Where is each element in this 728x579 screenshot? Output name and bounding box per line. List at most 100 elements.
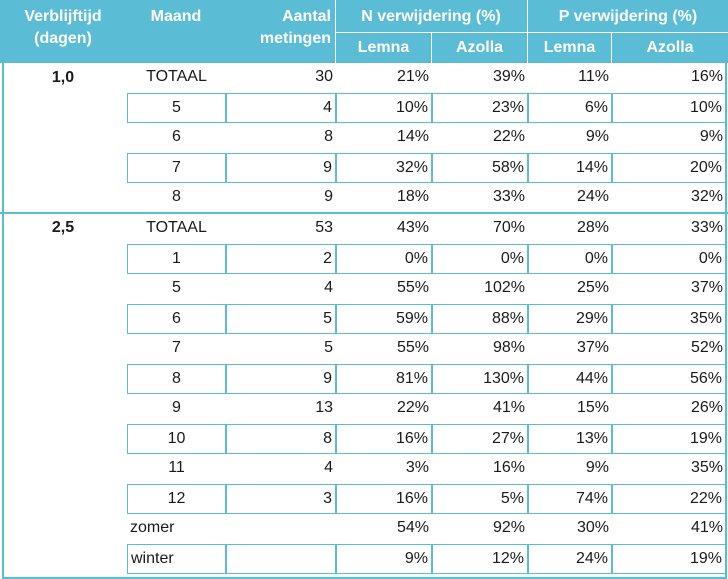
cell-maand: 6 <box>127 304 226 334</box>
cell-n-azolla: 33% <box>492 188 525 205</box>
cell-aantal: 5 <box>226 304 336 334</box>
table-row: 10 8 16% 27% 13% 19% <box>0 424 728 454</box>
cell-aantal: 13 <box>315 399 333 416</box>
cell-aantal: 8 <box>324 128 333 145</box>
cell-aantal: 9 <box>226 153 336 183</box>
table-row: 5 4 10% 23% 6% 10% <box>0 93 728 123</box>
verblijftijd-label: 2,5 <box>51 219 75 236</box>
cell-p-azolla: 56% <box>612 364 726 394</box>
header-divider <box>527 0 528 63</box>
cell-aantal: 5 <box>324 339 333 356</box>
cell-p-azolla: 19% <box>612 424 726 454</box>
table-row: 8 9 81% 130% 44% 56% <box>0 364 728 394</box>
cell-p-lemna: 15% <box>576 399 609 416</box>
cell-p-lemna: 0% <box>528 244 612 274</box>
cell-aantal: 4 <box>324 459 333 476</box>
header-subdivider <box>336 32 728 33</box>
cell-p-azolla: 20% <box>612 153 726 183</box>
group-divider <box>0 212 728 214</box>
table-row: 12 3 16% 5% 74% 22% <box>0 484 728 514</box>
cell-aantal: 4 <box>226 93 336 123</box>
cell-n-lemna: 81% <box>336 364 432 394</box>
cell-p-lemna: 14% <box>528 153 612 183</box>
cell-p-azolla: 22% <box>612 484 726 514</box>
table-row: 6 5 59% 88% 29% 35% <box>0 304 728 334</box>
cell-n-lemna: 0% <box>336 244 432 274</box>
header-aantal: Aantal metingen <box>259 8 331 47</box>
cell-aantal: 2 <box>226 244 336 274</box>
cell-n-lemna: 10% <box>336 93 432 123</box>
cell-p-lemna: 24% <box>576 188 609 205</box>
table-border-bottom <box>2 577 727 579</box>
cell-aantal: 53 <box>315 219 333 236</box>
cell-p-lemna: 29% <box>528 304 612 334</box>
cell-n-azolla: 12% <box>432 544 528 574</box>
cell-n-lemna: 21% <box>396 68 429 85</box>
cell-p-lemna: 9% <box>585 128 609 145</box>
header-verblijftijd: Verblijftijd (dagen) <box>24 8 102 47</box>
cell-n-azolla: 130% <box>432 364 528 394</box>
cell-n-lemna: 22% <box>396 399 429 416</box>
cell-p-lemna: 44% <box>528 364 612 394</box>
cell-aantal <box>226 514 336 544</box>
cell-p-azolla: 16% <box>690 68 723 85</box>
header-divider <box>335 0 336 63</box>
cell-n-azolla: 22% <box>492 128 525 145</box>
cell-p-lemna: 9% <box>585 459 609 476</box>
cell-n-lemna: 32% <box>336 153 432 183</box>
table-row: 8 9 18% 33% 24% 32% <box>0 183 728 213</box>
cell-n-lemna: 55% <box>396 339 429 356</box>
cell-n-azolla: 98% <box>492 339 525 356</box>
cell-n-azolla: 23% <box>432 93 528 123</box>
cell-n-lemna: 55% <box>396 279 429 296</box>
table-row: 11 4 3% 16% 9% 35% <box>0 454 728 484</box>
cell-n-azolla: 58% <box>432 153 528 183</box>
verblijftijd-label: 1,0 <box>51 69 75 86</box>
cell-aantal: 9 <box>324 188 333 205</box>
table-row: 7 5 55% 98% 37% 52% <box>0 334 728 364</box>
cell-aantal: 3 <box>226 484 336 514</box>
cell-n-lemna: 16% <box>336 484 432 514</box>
cell-n-lemna: 9% <box>336 544 432 574</box>
cell-n-lemna: 16% <box>336 424 432 454</box>
header-p-azolla: Azolla <box>646 39 694 56</box>
cell-n-azolla: 5% <box>432 484 528 514</box>
cell-maand: 9 <box>172 399 181 416</box>
cell-maand: 8 <box>127 364 226 394</box>
table-border-left <box>2 63 4 579</box>
cell-maand: zomer <box>130 519 175 536</box>
cell-p-lemna: 74% <box>528 484 612 514</box>
cell-p-azolla: 26% <box>690 399 723 416</box>
cell-p-azolla: 35% <box>612 304 726 334</box>
cell-p-lemna: 30% <box>576 519 609 536</box>
cell-n-lemna: 54% <box>396 519 429 536</box>
cell-n-lemna: 43% <box>396 219 429 236</box>
table-row: 6 8 14% 22% 9% 9% <box>0 123 728 153</box>
header-divider <box>431 32 432 63</box>
cell-aantal: 4 <box>324 279 333 296</box>
cell-n-azolla: 39% <box>492 68 525 85</box>
cell-p-azolla: 32% <box>690 188 723 205</box>
header-p-verwijdering: P verwijdering (%) <box>558 8 698 25</box>
cell-p-azolla: 52% <box>690 339 723 356</box>
cell-maand: TOTAAL <box>146 219 207 236</box>
table-row: TOTAAL 53 43% 70% 28% 33% <box>0 214 728 244</box>
cell-p-lemna: 6% <box>528 93 612 123</box>
cell-aantal <box>226 544 336 574</box>
cell-n-azolla: 41% <box>492 399 525 416</box>
cell-p-azolla: 10% <box>612 93 726 123</box>
table-row: winter 9% 12% 24% 19% <box>0 544 728 574</box>
cell-maand: 11 <box>168 459 185 476</box>
cell-n-lemna: 59% <box>336 304 432 334</box>
cell-maand: 6 <box>172 128 181 145</box>
header-maand: Maand <box>150 8 202 25</box>
header-divider <box>611 32 612 63</box>
cell-maand: 1 <box>127 244 226 274</box>
cell-p-azolla: 0% <box>612 244 726 274</box>
table-row: 1 2 0% 0% 0% 0% <box>0 244 728 274</box>
cell-maand: TOTAAL <box>146 68 207 85</box>
cell-p-azolla: 35% <box>690 459 723 476</box>
cell-p-azolla: 19% <box>612 544 726 574</box>
header-p-lemna: Lemna <box>543 39 596 56</box>
header-n-azolla: Azolla <box>455 39 504 56</box>
